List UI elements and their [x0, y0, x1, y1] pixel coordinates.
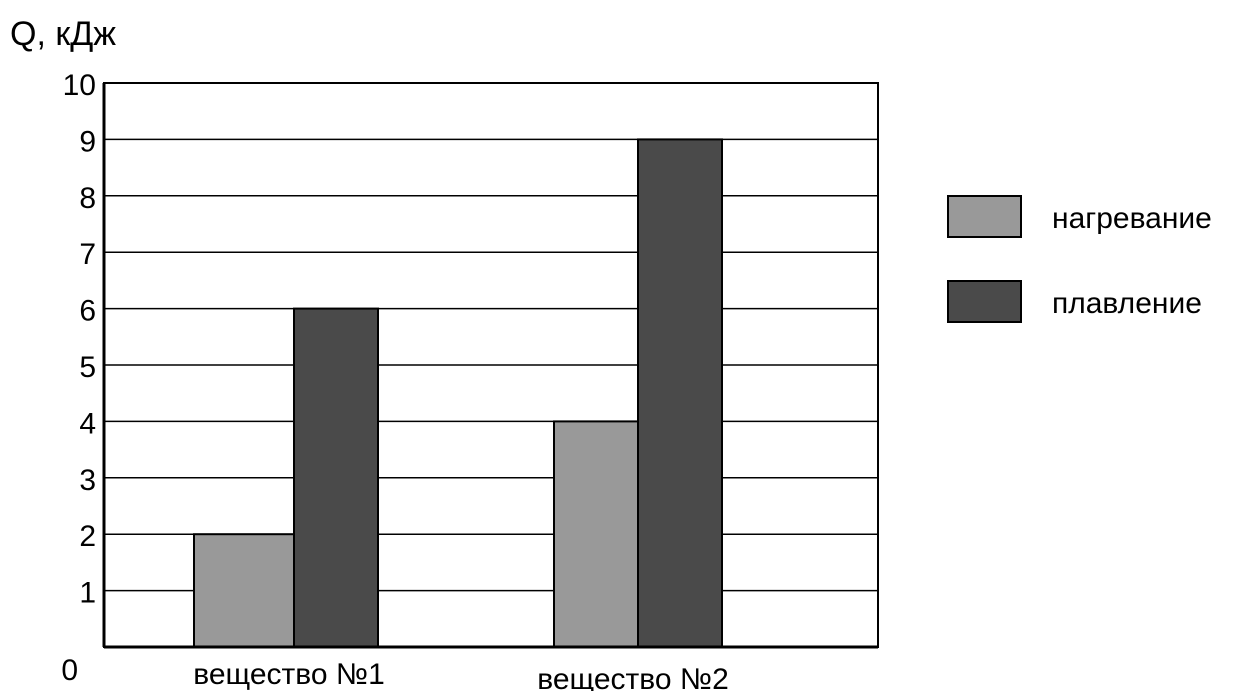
y-tick-label: 1	[79, 577, 96, 610]
bars	[193, 138, 723, 649]
legend: нагревание плавление	[947, 195, 1212, 323]
legend-label: плавление	[1052, 287, 1202, 320]
y-tick-label: 7	[79, 238, 96, 271]
x-category-label: вещество №1	[193, 658, 385, 691]
bar-melting-2	[637, 138, 723, 648]
y-tick-labels: 0 1 2 3 4 5 6 7 8 9 10	[61, 69, 96, 687]
grid-lines	[104, 138, 878, 592]
y-tick-label: 3	[79, 464, 96, 497]
y-tick-label: 6	[79, 295, 96, 328]
y-tick-label: 5	[79, 351, 96, 384]
y-tick-label: 4	[79, 407, 96, 440]
legend-label: нагревание	[1052, 202, 1212, 235]
legend-swatch	[947, 195, 1022, 238]
y-tick-label: 0	[61, 654, 78, 687]
y-tick-label: 9	[79, 125, 96, 158]
bar-heating-1	[193, 533, 295, 649]
legend-swatch	[947, 280, 1022, 323]
bar-melting-1	[293, 307, 379, 648]
y-tick-label: 10	[63, 69, 96, 102]
y-tick-label: 2	[79, 520, 96, 553]
bar-heating-2	[553, 420, 639, 648]
x-category-labels: вещество №1 вещество №2	[193, 658, 729, 691]
y-tick-label: 8	[79, 182, 96, 215]
x-category-label: вещество №2	[537, 663, 729, 691]
y-axis-title: Q, кДж	[10, 15, 116, 53]
